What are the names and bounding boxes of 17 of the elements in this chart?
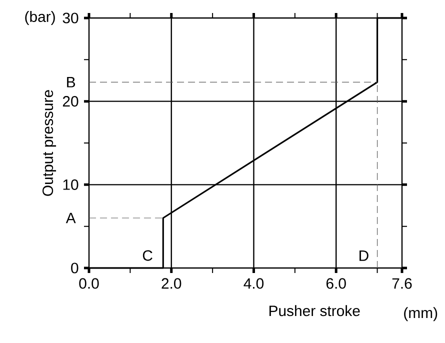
text: (mm) — [404, 307, 438, 322]
y-tick-label: 10 — [63, 179, 78, 190]
ref-line-label: B — [67, 77, 76, 88]
ref-line-label: D — [360, 250, 368, 261]
x-tick-label: 4.0 — [244, 278, 264, 289]
y-tick-label: 0 — [71, 262, 78, 274]
y-tick-label: 20 — [62, 96, 78, 107]
x-tick-label: 7.6 — [392, 278, 412, 289]
y-axis-title: Output pressure — [42, 90, 56, 196]
text: (bar) — [25, 11, 55, 25]
x-tick-label: 6.0 — [326, 278, 346, 289]
y-tick-label: 30 — [62, 12, 78, 24]
annotation: C — [142, 250, 152, 261]
x-tick-label: 0.0 — [79, 278, 99, 289]
x-axis-title: Pusher stroke — [269, 305, 360, 316]
ref-line-label: A — [66, 212, 76, 224]
x-tick-label: 2.0 — [162, 278, 182, 289]
